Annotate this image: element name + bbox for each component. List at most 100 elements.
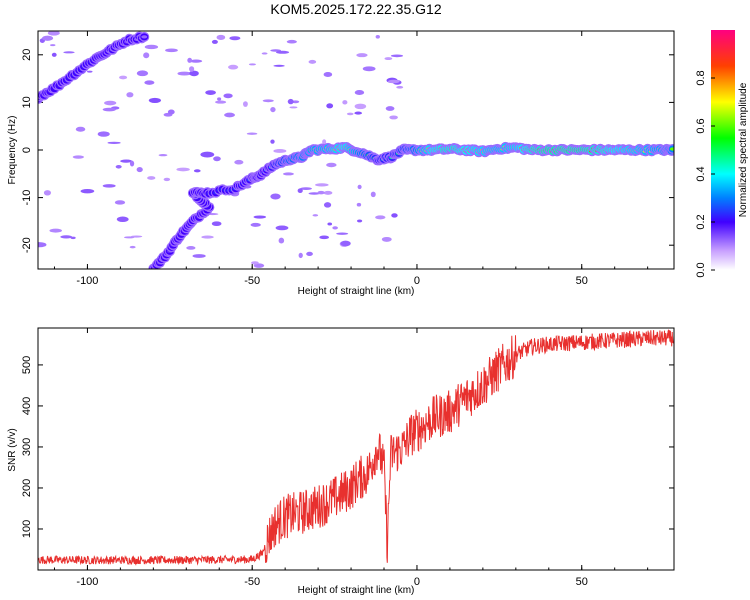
spectrogram-speckle [270, 139, 275, 144]
spectrogram-speckle [43, 190, 52, 196]
spectrogram-speckle [308, 192, 320, 195]
spectrogram-speckle [396, 85, 404, 89]
spectrogram-speckle [148, 97, 162, 103]
spectrogram-speckle [176, 167, 190, 172]
spectrogram-speckle [354, 89, 365, 96]
spectrogram-speckle [136, 166, 143, 173]
spectrogram-speckle [312, 214, 319, 217]
spectrogram-speckle [201, 235, 214, 239]
spectrogram-speckle [116, 216, 129, 223]
spectrogram-speckle [126, 92, 134, 98]
spectrogram-speckle [104, 100, 117, 106]
spectrogram-speckle [323, 202, 332, 208]
spectrogram-speckle [119, 75, 128, 80]
spectrogram-xtick-label: -100 [76, 275, 98, 287]
spectrogram-marks [38, 31, 674, 269]
spectrogram-speckle [251, 261, 259, 265]
snr-ylabel: SNR (v/v) [7, 428, 18, 471]
spectrogram-speckle [63, 51, 75, 54]
spectrogram-speckle [136, 70, 149, 77]
spectrogram-speckle [120, 159, 133, 163]
spectrogram-speckle [322, 139, 327, 145]
spectrogram-speckle [315, 183, 329, 187]
spectrogram-speckle [72, 155, 85, 159]
spectrogram-speckle [80, 189, 95, 194]
spectrogram-speckle [115, 164, 122, 169]
spectrogram-speckle [250, 222, 261, 227]
spectrogram-speckle [323, 190, 333, 195]
spectrogram-speckle [389, 115, 398, 120]
spectrogram-speckle [144, 80, 155, 85]
spectrogram-speckle [177, 71, 192, 76]
spectrogram-speckle [130, 235, 143, 238]
spectrogram-speckle [300, 187, 312, 191]
spectrogram-speckle [346, 112, 354, 116]
spectrogram-speckle [38, 242, 47, 248]
spectrogram-speckle [49, 44, 56, 47]
spectrogram-speckle [270, 107, 276, 113]
spectrogram-speckle [273, 149, 287, 153]
colorbar-ticks: 0.0 0.2 0.4 0.6 0.8 [695, 70, 715, 278]
spectrogram-frame [37, 30, 675, 270]
spectrogram-speckle [306, 251, 313, 257]
spectrogram-speckle [189, 59, 203, 63]
spectrogram-speckle [193, 169, 201, 173]
snr-ytick-label: 300 [21, 438, 33, 456]
spectrogram-speckle [234, 159, 244, 165]
spectrogram-speckle [278, 237, 285, 244]
spectrogram-speckle [51, 52, 57, 57]
spectrogram-speckle [261, 52, 268, 55]
snr-xtick-label: -100 [76, 576, 98, 588]
spectrogram-speckle [273, 64, 285, 67]
spectrogram-ytick-label: 10 [21, 96, 33, 108]
spectrogram-speckle [391, 213, 398, 218]
spectrogram-xtick-label: -50 [244, 275, 260, 287]
snr-panel: -100 -50 0 50 100 200 300 400 500 Height of stra… [7, 327, 675, 596]
spectrogram-speckle [308, 59, 317, 64]
spectrogram-speckle [144, 44, 159, 50]
spectrogram-speckle [165, 48, 178, 53]
spectrogram-speckle [262, 99, 274, 103]
spectrogram-speckle [114, 200, 126, 205]
spectrogram-speckle [387, 79, 400, 84]
spectrogram-speckle [129, 160, 135, 167]
spectrogram-speckle [86, 70, 93, 73]
spectrogram-speckle [187, 57, 193, 63]
snr-frame [37, 327, 675, 571]
spectrogram-speckle [49, 228, 62, 233]
colorbar-tick-label: 0.2 [695, 214, 707, 229]
spectrogram-speckle [390, 54, 404, 58]
snr-ytick-label: 500 [21, 356, 33, 374]
spectrogram-speckle [107, 141, 121, 144]
colorbar-tick-label: 0.8 [695, 70, 707, 85]
spectrogram-speckle [246, 132, 258, 135]
snr-xtick-label: 0 [414, 576, 420, 588]
spectrogram-speckle [270, 193, 281, 200]
spectrogram-speckle [129, 245, 136, 249]
spectrogram-speckle [275, 225, 289, 231]
chart-title: KOM5.2025.172.22.35.G12 [270, 1, 441, 17]
spectrogram-peak [141, 35, 148, 39]
spectrogram-speckle [217, 97, 222, 101]
spectrogram-xlabel: Height of straight line (km) [298, 286, 415, 297]
spectrogram-speckle [332, 226, 338, 230]
spectrogram-speckle [158, 154, 168, 157]
spectrogram-speckle [362, 66, 376, 72]
spectrogram-speckle [356, 53, 368, 58]
snr-xtick-label: -50 [244, 576, 260, 588]
spectrogram-speckle [192, 254, 206, 258]
spectrogram-xtick-label: 50 [576, 275, 588, 287]
spectrogram-ylabel: Frequency (Hz) [7, 116, 18, 185]
spectrogram-speckle [342, 100, 348, 105]
spectrogram-speckle [336, 232, 349, 235]
spectrogram-speckle [340, 240, 351, 247]
colorbar-tick-label: 0.4 [695, 166, 707, 181]
spectrogram-speckle [375, 215, 386, 220]
spectrogram-speckle [357, 184, 362, 190]
spectrogram-ytick-label: 0 [21, 147, 33, 153]
spectrogram-speckle [253, 263, 265, 268]
spectrogram-xtick-label: 0 [414, 275, 420, 287]
spectrogram-speckle [253, 215, 267, 219]
spectrogram-speckle [97, 131, 110, 137]
